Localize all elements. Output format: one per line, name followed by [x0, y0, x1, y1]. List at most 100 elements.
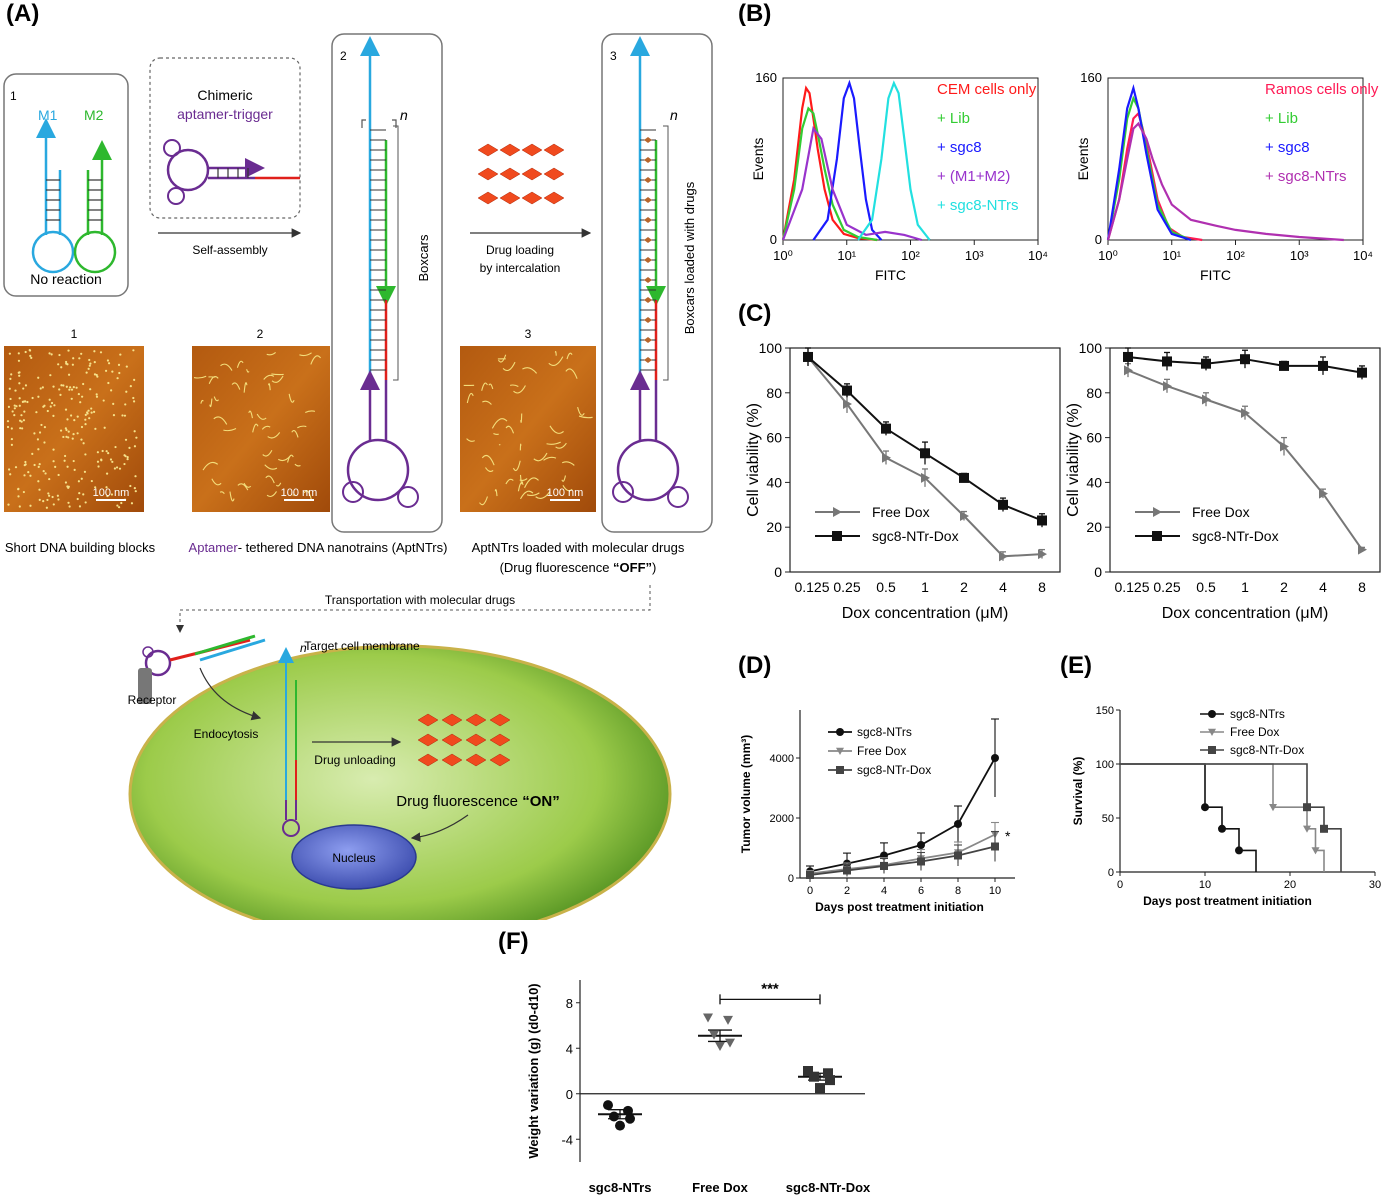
afm-particle [90, 411, 93, 414]
box-3-number: 3 [610, 49, 617, 63]
afm-particle [13, 414, 16, 417]
afm-particle [18, 505, 21, 508]
data-point [815, 1083, 825, 1094]
y-tick-label: 160 [1080, 70, 1102, 85]
caption-building-blocks: Short DNA building blocks [5, 540, 156, 555]
afm-particle [22, 419, 26, 422]
afm-particle [48, 477, 51, 481]
afm-particle [126, 458, 129, 461]
x-tick-label: 10² [901, 248, 920, 263]
censor-point [1201, 803, 1209, 812]
afm-particle [24, 463, 27, 466]
afm-image-1 [4, 346, 144, 512]
y-tick-label: 60 [766, 430, 782, 446]
afm-particle [84, 501, 87, 504]
x-tick-label: 10 [989, 885, 1001, 897]
caption-loaded: AptNTrs loaded with molecular drugs [472, 540, 685, 555]
x-tick-label: 1 [921, 579, 929, 595]
data-point [625, 1113, 635, 1124]
afm-particle [38, 463, 41, 466]
afm-particle [67, 485, 70, 488]
drug-intercalated [644, 337, 652, 343]
x-tick-label: 10 [1199, 879, 1211, 891]
data-point [991, 842, 999, 851]
y-tick-label: 0 [1108, 867, 1114, 879]
legend-entry: Free Dox [1192, 504, 1250, 520]
afm-particle [80, 477, 83, 480]
afm-nanotrain [549, 425, 564, 434]
afm-particle [88, 364, 91, 367]
afm-nanotrain [517, 482, 524, 492]
afm-particle [15, 405, 18, 408]
data-point [954, 851, 962, 860]
data-point [809, 1071, 819, 1082]
afm-particle [71, 363, 74, 366]
x-tick-label: 10⁰ [1098, 248, 1118, 263]
data-point [917, 841, 925, 849]
chimeric-label: Chimeric [197, 87, 252, 103]
data-point [1202, 394, 1211, 405]
afm-particle [50, 401, 54, 405]
afm-particle [68, 505, 71, 508]
afm-nanotrain [565, 368, 578, 379]
afm-particle [63, 459, 66, 462]
afm-particle [14, 389, 17, 392]
data-point [880, 862, 888, 870]
afm-nanotrain [505, 425, 515, 434]
afm-nanotrain [287, 454, 294, 463]
afm-particle [8, 387, 11, 390]
afm-particle [111, 370, 114, 373]
afm-2-scale: 100 nm [281, 487, 318, 499]
afm-particle [118, 371, 121, 375]
histogram--m1-m2- [781, 126, 923, 242]
afm-nanotrain [561, 461, 575, 466]
afm-nanotrain [577, 406, 585, 416]
x-tick-label: 10² [1226, 248, 1245, 263]
data-point [803, 351, 813, 362]
y-axis-label: Events [750, 138, 766, 181]
data-point [842, 385, 852, 396]
drug-molecule [465, 733, 487, 747]
afm-nanotrain [491, 418, 508, 429]
data-point [999, 551, 1008, 562]
data-point [1358, 544, 1367, 555]
x-tick-label: 10⁰ [773, 248, 793, 263]
afm-nanotrain [236, 360, 244, 368]
afm-particle [116, 504, 119, 507]
afm-nanotrain [267, 432, 281, 439]
afm-particle [10, 373, 13, 376]
afm-particle [59, 429, 63, 432]
x-tick-label: 0 [807, 885, 813, 897]
legend-marker [1152, 531, 1162, 541]
afm-particle [17, 488, 20, 491]
drug-molecule [499, 167, 521, 181]
afm-nanotrain [213, 416, 228, 425]
afm-nanotrain [482, 400, 492, 405]
afm-nanotrain [481, 454, 495, 466]
afm-nanotrain [231, 382, 241, 390]
afm-particle [18, 419, 22, 422]
afm-particle [105, 450, 108, 453]
afm-nanotrain [305, 410, 316, 414]
afm-nanotrain [271, 375, 284, 383]
afm-particle [37, 395, 40, 398]
afm-particle [60, 366, 63, 369]
x-tick-label: 30 [1369, 879, 1381, 891]
drug-molecule [543, 143, 565, 157]
drug-intercalated [644, 197, 652, 203]
afm-particle [82, 382, 85, 386]
y-tick-label: 160 [755, 70, 777, 85]
afm-particle [89, 362, 92, 365]
drug-molecule [477, 167, 499, 181]
afm-particle [57, 498, 60, 501]
panel-label-c: (C) [738, 300, 772, 327]
histogram-cem-cells-only [781, 85, 878, 242]
data-point [882, 452, 891, 463]
afm-nanotrain [229, 491, 235, 502]
x-tick-label: 4 [1319, 579, 1327, 595]
afm-particle [90, 407, 93, 410]
afm-particle [101, 449, 104, 453]
afm-nanotrain [524, 477, 539, 488]
afm-particle [80, 425, 84, 429]
afm-particle [70, 414, 73, 417]
